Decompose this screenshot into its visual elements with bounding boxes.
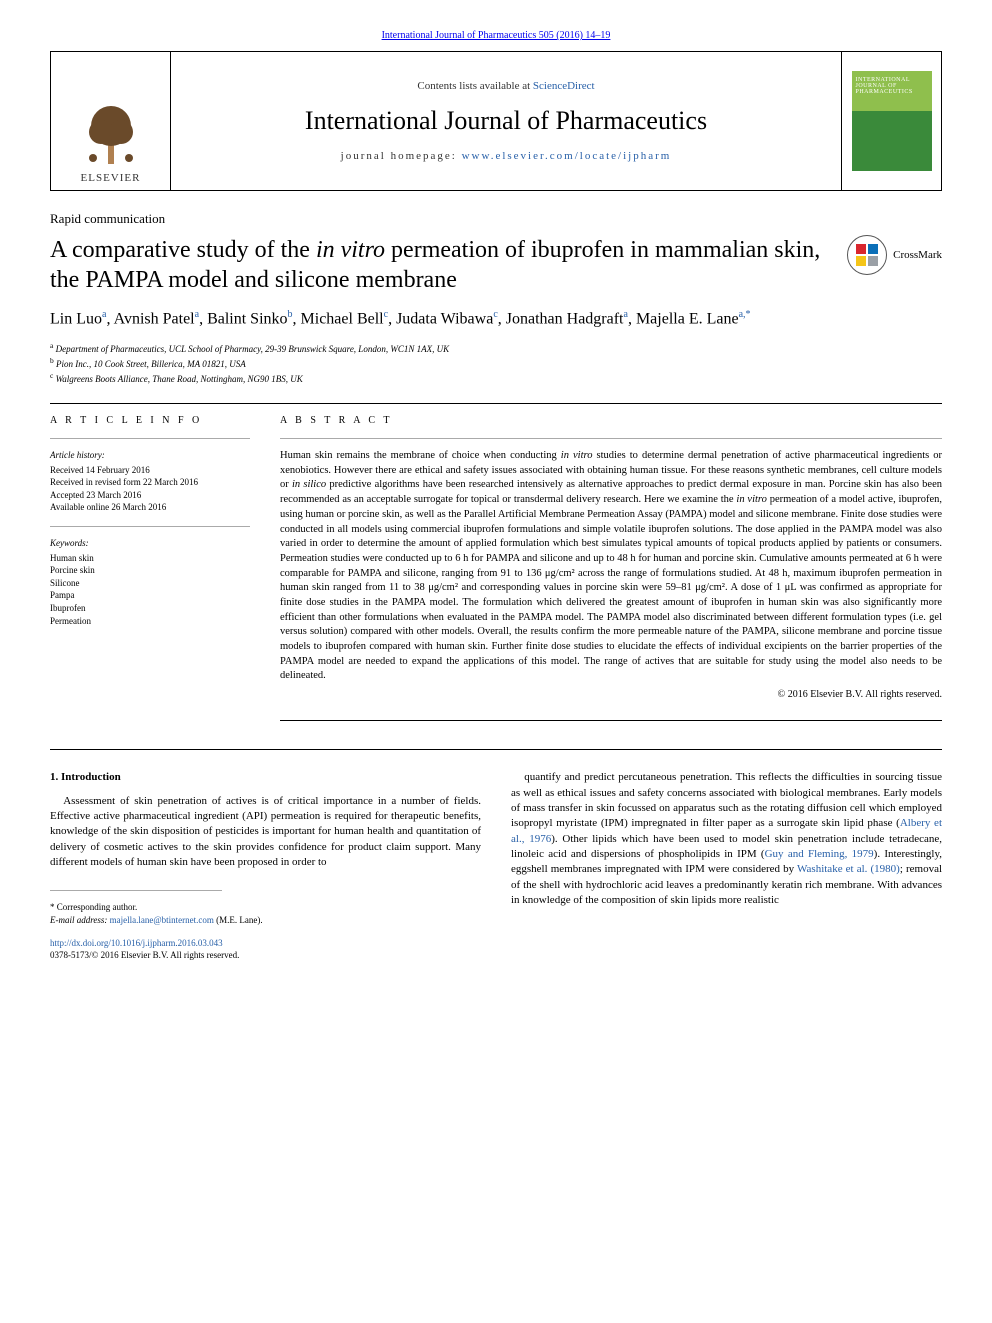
affiliation-b-text: Pion Inc., 10 Cook Street, Billerica, MA… [56, 359, 246, 369]
divider-light [280, 438, 942, 439]
divider [50, 403, 942, 404]
keyword-1: Human skin [50, 552, 250, 565]
affiliation-c: c Walgreens Boots Alliance, Thane Road, … [50, 371, 942, 386]
author-list: Lin Luoa, Avnish Patela, Balint Sinkob, … [50, 307, 942, 331]
article-info-column: A R T I C L E I N F O Article history: R… [50, 414, 250, 731]
history-revised: Received in revised form 22 March 2016 [50, 476, 250, 489]
left-column: 1. Introduction Assessment of skin penet… [50, 770, 481, 962]
author-3-aff: b [288, 309, 293, 320]
journal-cover-image: INTERNATIONAL JOURNAL OF PHARMACEUTICS [852, 71, 932, 171]
keyword-5: Ibuprofen [50, 602, 250, 615]
title-pre: A comparative study of the [50, 237, 316, 263]
elsevier-text: ELSEVIER [81, 172, 141, 184]
affiliations: a Department of Pharmaceutics, UCL Schoo… [50, 341, 942, 385]
corresponding-author: * Corresponding author. [50, 901, 481, 914]
right-column: quantify and predict percutaneous penetr… [511, 770, 942, 962]
divider [280, 720, 942, 721]
abstract-heading: A B S T R A C T [280, 414, 942, 428]
abstract-copyright: © 2016 Elsevier B.V. All rights reserved… [280, 688, 942, 702]
author-1-aff: a [102, 309, 106, 320]
author-5: Judata Wibawa [396, 310, 493, 327]
keyword-2: Porcine skin [50, 564, 250, 577]
keywords-label: Keywords: [50, 537, 250, 550]
article-type: Rapid communication [50, 211, 942, 227]
masthead: ELSEVIER Contents lists available at Sci… [50, 51, 942, 191]
homepage-line: journal homepage: www.elsevier.com/locat… [341, 150, 672, 162]
footer-copyright: 0378-5173/© 2016 Elsevier B.V. All right… [50, 949, 481, 962]
author-2: Avnish Patel [114, 310, 195, 327]
author-6: Jonathan Hadgraft [506, 310, 624, 327]
homepage-prefix: journal homepage: [341, 150, 462, 162]
author-6-aff: a [624, 309, 628, 320]
keyword-3: Silicone [50, 577, 250, 590]
body-text: 1. Introduction Assessment of skin penet… [50, 770, 942, 962]
keyword-4: Pampa [50, 589, 250, 602]
title-italic: in vitro [316, 237, 385, 263]
divider [50, 749, 942, 750]
author-7: Majella E. Lane [636, 310, 739, 327]
affiliation-c-text: Walgreens Boots Alliance, Thane Road, No… [56, 374, 303, 384]
affiliation-b: b Pion Inc., 10 Cook Street, Billerica, … [50, 356, 942, 371]
journal-title: International Journal of Pharmaceutics [305, 106, 707, 136]
history-accepted: Accepted 23 March 2016 [50, 489, 250, 502]
affiliation-a-text: Department of Pharmaceutics, UCL School … [56, 344, 449, 354]
author-1: Lin Luo [50, 310, 102, 327]
masthead-center: Contents lists available at ScienceDirec… [171, 52, 841, 190]
article-info-heading: A R T I C L E I N F O [50, 414, 250, 428]
author-3: Balint Sinko [207, 310, 287, 327]
footnotes: * Corresponding author. E-mail address: … [50, 890, 481, 926]
journal-cover-block: INTERNATIONAL JOURNAL OF PHARMACEUTICS [841, 52, 941, 190]
email-line: E-mail address: majella.lane@btinternet.… [50, 914, 481, 927]
author-email-link[interactable]: majella.lane@btinternet.com [110, 915, 214, 925]
sciencedirect-link[interactable]: ScienceDirect [533, 80, 595, 92]
intro-para-left: Assessment of skin penetration of active… [50, 794, 481, 871]
email-post: (M.E. Lane). [214, 915, 263, 925]
author-4-aff: c [384, 309, 388, 320]
history-received: Received 14 February 2016 [50, 464, 250, 477]
history-label: Article history: [50, 449, 250, 462]
history-online: Available online 26 March 2016 [50, 501, 250, 514]
doi-link[interactable]: http://dx.doi.org/10.1016/j.ijpharm.2016… [50, 938, 223, 948]
page-footer: http://dx.doi.org/10.1016/j.ijpharm.2016… [50, 937, 481, 962]
footnote-rule [50, 890, 222, 891]
crossmark-icon [847, 235, 887, 275]
contents-prefix: Contents lists available at [417, 80, 532, 92]
running-header-link[interactable]: International Journal of Pharmaceutics 5… [382, 30, 611, 41]
article-history: Article history: Received 14 February 20… [50, 449, 250, 514]
elsevier-tree-icon [81, 98, 141, 168]
contents-line: Contents lists available at ScienceDirec… [417, 80, 594, 92]
crossmark-label: CrossMark [893, 249, 942, 261]
running-header: International Journal of Pharmaceutics 5… [50, 30, 942, 41]
author-2-aff: a [195, 309, 199, 320]
divider-light [50, 526, 250, 527]
author-5-aff: c [493, 309, 497, 320]
homepage-link[interactable]: www.elsevier.com/locate/ijpharm [462, 150, 672, 162]
intro-para-right: quantify and predict percutaneous penetr… [511, 770, 942, 909]
keywords: Keywords: Human skin Porcine skin Silico… [50, 537, 250, 627]
author-4: Michael Bell [301, 310, 384, 327]
author-7-aff: a,* [739, 309, 751, 320]
abstract-column: A B S T R A C T Human skin remains the m… [280, 414, 942, 731]
divider-light [50, 438, 250, 439]
affiliation-a: a Department of Pharmaceutics, UCL Schoo… [50, 341, 942, 356]
keyword-6: Permeation [50, 615, 250, 628]
crossmark-badge[interactable]: CrossMark [847, 235, 942, 275]
publisher-logo-block: ELSEVIER [51, 52, 171, 190]
journal-cover-text: INTERNATIONAL JOURNAL OF PHARMACEUTICS [856, 77, 928, 95]
section-1-heading: 1. Introduction [50, 770, 481, 785]
abstract-body: Human skin remains the membrane of choic… [280, 449, 942, 684]
email-label: E-mail address: [50, 915, 110, 925]
article-title: A comparative study of the in vitro perm… [50, 235, 827, 295]
